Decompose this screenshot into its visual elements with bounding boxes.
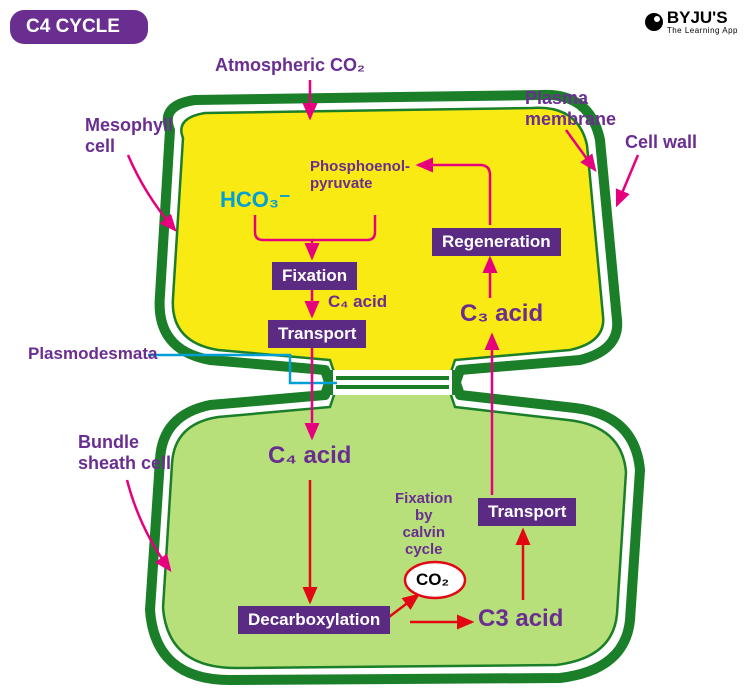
label-hco3: HCO₃⁻: [220, 187, 291, 213]
box-transport2: Transport: [478, 498, 576, 526]
label-bundle: Bundle sheath cell: [78, 432, 171, 473]
plasmodesmata-gap: [330, 370, 455, 395]
label-c3-upper: C₃ acid: [460, 300, 543, 328]
label-pep: Phosphoenol- pyruvate: [310, 158, 410, 192]
label-c4-lower: C₄ acid: [268, 442, 351, 470]
arrow-bundle: [127, 480, 170, 570]
label-plasma: Plasma membrane: [525, 88, 616, 129]
label-co2-oval: CO₂: [416, 570, 449, 590]
label-mesophyll: Mesophyll cell: [85, 115, 173, 156]
label-cellwall: Cell wall: [625, 132, 697, 153]
arrow-cellwall: [617, 155, 638, 205]
label-c4-upper: C₄ acid: [328, 292, 387, 312]
box-fixation: Fixation: [272, 262, 357, 290]
box-decarb: Decarboxylation: [238, 606, 390, 634]
label-calvin: Fixation by calvin cycle: [395, 490, 453, 558]
label-plasmodesmata: Plasmodesmata: [28, 344, 157, 364]
label-c3-lower: C3 acid: [478, 605, 563, 633]
box-transport1: Transport: [268, 320, 366, 348]
label-atm-co2: Atmospheric CO₂: [215, 55, 365, 76]
box-regeneration: Regeneration: [432, 228, 561, 256]
